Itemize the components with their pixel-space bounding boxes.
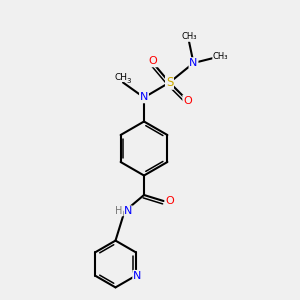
Text: N: N	[133, 271, 142, 281]
Text: O: O	[183, 95, 192, 106]
Text: CH₃: CH₃	[213, 52, 228, 61]
Text: S: S	[166, 76, 173, 89]
Text: H: H	[116, 206, 123, 216]
Text: N: N	[124, 206, 132, 216]
Text: O: O	[166, 196, 175, 206]
Text: CH: CH	[114, 73, 127, 82]
Text: N: N	[189, 58, 198, 68]
Text: O: O	[148, 56, 158, 67]
Text: CH₃: CH₃	[181, 32, 197, 41]
Text: N: N	[140, 92, 148, 103]
Text: 3: 3	[126, 78, 130, 84]
